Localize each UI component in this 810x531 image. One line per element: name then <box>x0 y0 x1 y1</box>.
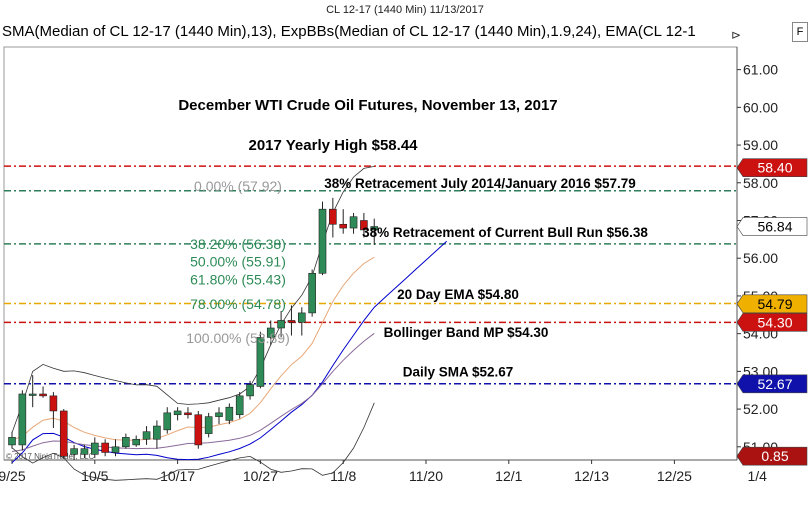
price-badge-box <box>736 446 808 466</box>
price-badge-label: 0.85 <box>761 448 788 464</box>
annotation-label: 38% Retracement July 2014/January 2016 $… <box>324 176 635 191</box>
price-badge: 54.30 <box>736 313 808 332</box>
annotation-label: Bollinger Band MP $54.30 <box>384 325 549 340</box>
fib-level-label: 50.00% (55.91) <box>190 254 286 270</box>
candle-body <box>59 410 68 457</box>
candle-body <box>225 406 234 421</box>
panel-toggle-button[interactable]: F <box>792 22 808 42</box>
bollinger-mid-line <box>11 332 375 452</box>
price-badge-box <box>736 294 808 314</box>
window-title: CL 12-17 (1440 Min) 11/13/2017 <box>326 4 484 16</box>
fib-level-label: 61.80% (55.43) <box>190 272 286 288</box>
x-tick-label: 10/27 <box>243 468 278 484</box>
candle-body <box>80 448 89 455</box>
candle-body <box>153 425 161 440</box>
candle-body <box>142 431 151 440</box>
candle-body <box>370 226 379 231</box>
candle-body <box>184 412 192 416</box>
bollinger-upper-band <box>11 166 375 433</box>
y-tick-label: 61.00 <box>743 62 778 78</box>
price-badge-box <box>736 313 808 332</box>
candle-body <box>132 438 140 446</box>
ema-line <box>11 256 375 441</box>
candle-body <box>173 410 182 416</box>
y-tick-label: 60.00 <box>743 99 778 115</box>
indicator-header: SMA(Median of CL 12-17 (1440 Min),13), E… <box>0 20 810 46</box>
price-badge: 54.79 <box>736 294 808 314</box>
candle-body <box>18 393 27 446</box>
candle-body <box>8 437 16 446</box>
candle-body <box>308 273 316 314</box>
price-badge-label: 52.67 <box>757 376 792 392</box>
bollinger-lower-band <box>11 402 375 481</box>
candle-body <box>39 393 47 397</box>
candle-body <box>28 393 37 396</box>
candle-body <box>246 384 254 397</box>
price-badge: 56.84 <box>736 217 808 236</box>
price-badge-label: 54.79 <box>757 296 792 312</box>
price-badge-box <box>736 158 808 177</box>
x-tick-label: 12/25 <box>657 468 692 484</box>
price-badge-label: 54.30 <box>757 314 792 330</box>
indicator-list: SMA(Median of CL 12-17 (1440 Min),13), E… <box>2 23 696 40</box>
x-tick-label: 12/13 <box>574 468 609 484</box>
x-tick-label: 1/4 <box>747 468 767 484</box>
candle-body <box>91 442 99 455</box>
price-chart[interactable]: 61.0060.0059.0058.0057.0056.0055.0054.00… <box>0 20 810 531</box>
candle-body <box>194 414 203 446</box>
candle-body <box>287 320 296 323</box>
plot-area <box>3 46 738 461</box>
price-badge: 0.85 <box>736 446 808 466</box>
candle-body <box>111 446 120 453</box>
candle-body <box>297 312 306 323</box>
candle-body <box>329 208 337 225</box>
price-badge-box <box>736 374 808 394</box>
price-badge-box <box>736 217 808 236</box>
fib-level-label: 78.00% (54.78) <box>190 296 286 312</box>
candle-body <box>349 216 358 229</box>
x-tick-label: 10/5 <box>81 468 108 484</box>
candle-body <box>256 337 265 387</box>
y-tick-label: 58.00 <box>743 175 778 191</box>
annotation-label: 20 Day EMA $54.80 <box>397 287 519 302</box>
candle-body <box>235 395 244 416</box>
x-tick-label: 10/17 <box>160 468 195 484</box>
annotation-label: Daily SMA $52.67 <box>403 364 514 379</box>
y-tick-label: 59.00 <box>743 137 778 153</box>
candle-body <box>266 327 275 338</box>
fib-level-label: 38.20% (56.38) <box>190 236 286 252</box>
price-badge: 52.67 <box>736 374 808 394</box>
candle-body <box>360 220 368 231</box>
candle-body <box>70 448 78 455</box>
price-badge-label: 58.40 <box>757 160 792 176</box>
price-badge-label: 56.84 <box>757 219 792 235</box>
candle-body <box>101 442 109 453</box>
annotation-label: 2017 Yearly High $58.44 <box>248 137 418 154</box>
price-badge: 58.40 <box>736 158 808 177</box>
fib-level-label: 0.00% (57.92) <box>194 178 282 194</box>
candle-body <box>204 416 213 434</box>
candle-body <box>215 412 223 417</box>
candle-body <box>277 320 285 329</box>
y-tick-label: 56.00 <box>743 250 778 266</box>
x-tick-label: 11/8 <box>330 468 356 484</box>
x-tick-label: 12/1 <box>495 468 522 484</box>
annotation-label: 38% Retracement of Current Bull Run $56.… <box>362 225 648 240</box>
y-tick-label: 52.00 <box>743 401 778 417</box>
x-tick-label: 9/25 <box>0 468 26 484</box>
candle-body <box>122 437 130 448</box>
copyright-text: © 2017 NinjaTrader, LLC <box>6 452 95 461</box>
candle-body <box>163 412 172 431</box>
fib-level-label: 100.00% (53.89) <box>186 330 290 346</box>
candle-body <box>318 208 327 274</box>
chart-title: December WTI Crude Oil Futures, November… <box>178 97 557 114</box>
candle-body <box>49 395 58 412</box>
resize-icon[interactable]: ⊳ <box>731 28 742 42</box>
candle-body <box>339 223 348 229</box>
x-tick-label: 11/20 <box>409 468 443 484</box>
